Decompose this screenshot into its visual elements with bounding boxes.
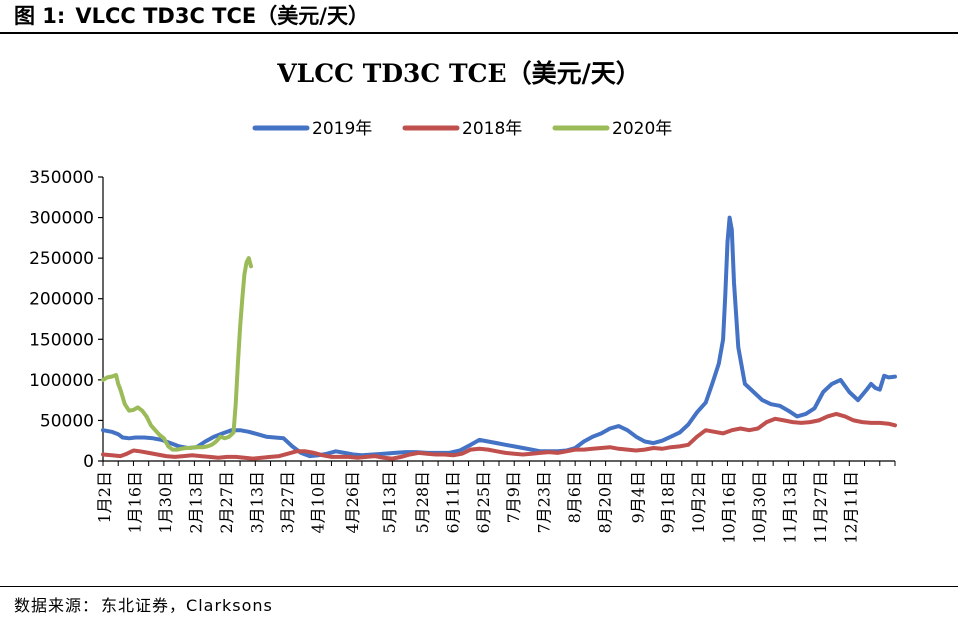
y-tick-label: 200000 (29, 290, 94, 310)
x-tick-label: 4月10日 (308, 471, 327, 534)
x-tick-label: 11月13日 (781, 471, 800, 544)
x-tick-label: 2月13日 (187, 471, 206, 534)
x-tick-label: 9月18日 (659, 471, 678, 534)
x-axis: 1月2日 1月16日 1月30日 2月13日 2月27日 3月13日 3月27日 4月10日 4… (95, 460, 896, 544)
legend-label-2019: 2019年 (312, 119, 372, 139)
x-tick-label: 2月27日 (217, 471, 236, 534)
y-tick-label: 150000 (29, 330, 94, 350)
y-tick-label: 100000 (29, 371, 94, 391)
figure-title: VLCC TD3C TCE（美元/天） (75, 4, 369, 28)
x-tick-label: 8月20日 (596, 471, 615, 534)
y-tick-label: 250000 (29, 249, 94, 269)
legend-label-2020: 2020年 (612, 119, 672, 139)
x-tick-label: 6月11日 (443, 471, 462, 534)
x-tick-label: 4月26日 (343, 471, 362, 534)
y-axis: 0 50000 100000 150000 200000 250000 300000 3500… (29, 168, 104, 472)
x-tick-label: 6月25日 (474, 471, 493, 534)
x-tick-label: 10月16日 (720, 471, 739, 544)
chart: VLCC TD3C TCE（美元/天） 2019年 2018年 2020年 0 5… (29, 59, 897, 544)
legend: 2019年 2018年 2020年 (252, 119, 672, 139)
source-text: 东北证券，Clarksons (101, 596, 273, 615)
series-line-2020年 (101, 256, 253, 452)
x-tick-label: 5月28日 (413, 471, 432, 534)
x-tick-label: 1月30日 (156, 471, 175, 534)
y-tick-label: 0 (83, 452, 94, 472)
chart-title: VLCC TD3C TCE（美元/天） (276, 59, 640, 88)
legend-label-2018: 2018年 (462, 119, 522, 139)
figure-label: 图 1: (14, 4, 66, 28)
series-line-2018年 (101, 411, 897, 461)
x-tick-label: 1月2日 (95, 471, 114, 523)
x-tick-label: 8月6日 (565, 471, 584, 523)
x-tick-label: 11月27日 (811, 471, 830, 544)
x-tick-label: 10月30日 (750, 471, 769, 544)
x-tick-label: 3月13日 (248, 471, 267, 534)
x-tick-label: 3月27日 (278, 471, 297, 534)
x-tick-label: 9月4日 (628, 471, 647, 523)
y-tick-label: 350000 (29, 168, 94, 188)
x-tick-label: 1月16日 (126, 471, 145, 534)
x-tick-label: 7月23日 (535, 471, 554, 534)
series-layer (101, 215, 897, 461)
x-tick-label: 10月2日 (689, 471, 708, 534)
y-tick-label: 50000 (40, 411, 94, 431)
figure-header: 图 1: VLCC TD3C TCE（美元/天） (0, 0, 958, 34)
x-tick-label: 5月13日 (380, 471, 399, 534)
source-prefix: 数据来源： (14, 596, 100, 615)
x-tick-label: 7月9日 (504, 471, 523, 523)
source-note: 数据来源： 东北证券，Clarksons (14, 592, 275, 616)
x-tick-label: 12月11日 (842, 471, 861, 544)
y-tick-label: 300000 (29, 209, 94, 229)
footer-rule (0, 586, 958, 587)
